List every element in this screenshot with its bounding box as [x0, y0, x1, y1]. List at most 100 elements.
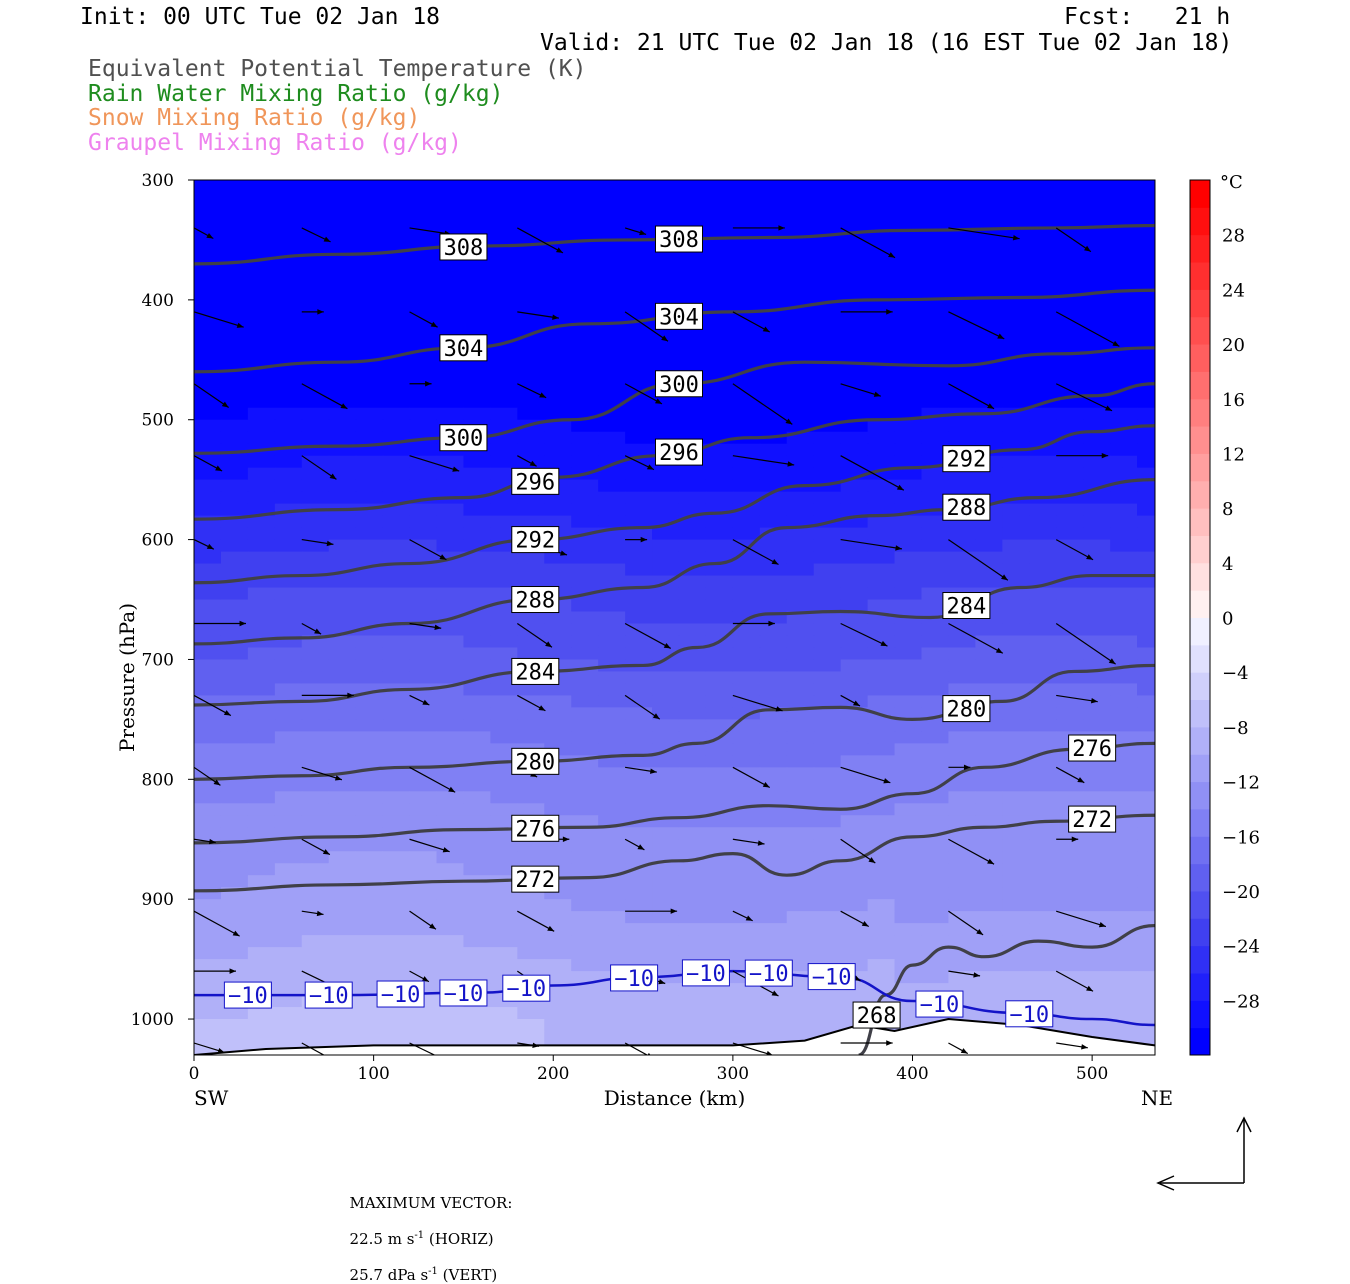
temperature-cell [571, 971, 599, 984]
temperature-cell [759, 587, 788, 601]
wind-vector-head [1105, 405, 1113, 411]
wind-vector-head [886, 309, 893, 315]
temperature-cell [759, 887, 788, 900]
temperature-cell [732, 611, 761, 624]
temperature-cell [705, 215, 734, 229]
valid-time: Valid: 21 UTC Tue 02 Jan 18 (16 EST Tue … [540, 30, 1233, 56]
temperature-cell [894, 803, 922, 816]
isotherm-label: −10 [614, 967, 654, 992]
temperature-cell [975, 263, 1003, 277]
temperature-cell [759, 839, 788, 852]
legend-graupel: Graupel Mixing Ratio (g/kg) [88, 130, 462, 156]
temperature-cell [328, 299, 357, 313]
temperature-cell [625, 947, 653, 960]
temperature-cell [678, 611, 707, 624]
temperature-cell [1029, 803, 1057, 816]
temperature-cell [220, 851, 249, 864]
temperature-cell [220, 959, 249, 972]
temperature-cell [921, 779, 949, 792]
temperature-cell [490, 791, 518, 804]
temperature-cell [571, 419, 599, 433]
temperature-cell [1110, 587, 1138, 601]
temperature-cell [1002, 311, 1030, 325]
temperature-cell [571, 551, 599, 565]
wind-vector-head [452, 466, 460, 472]
temperature-cell [1002, 455, 1030, 469]
temperature-cell [463, 791, 491, 804]
temperature-cell [1083, 611, 1111, 624]
temperature-cell [194, 527, 222, 541]
temperature-cell [1002, 371, 1030, 385]
temperature-cell [1110, 551, 1138, 565]
temperature-cell [813, 899, 842, 912]
temperature-cell [1137, 767, 1155, 780]
temperature-cell [490, 395, 518, 409]
temperature-cell [732, 215, 761, 229]
temperature-cell [571, 767, 599, 780]
wind-vector [732, 455, 795, 466]
temperature-cell [678, 191, 707, 205]
temperature-cell [652, 899, 680, 912]
temperature-cell [625, 371, 653, 385]
colorbar-swatch [1190, 781, 1210, 810]
temperature-cell [786, 635, 815, 648]
temperature-cell [1137, 791, 1155, 804]
temperature-cell [840, 659, 869, 672]
temperature-cell [598, 695, 626, 708]
temperature-cell [409, 407, 437, 421]
temperature-cell [732, 683, 761, 696]
colorbar-swatch [1190, 289, 1210, 318]
temperature-cell [921, 551, 949, 565]
temperature-cell [786, 263, 815, 277]
temperature-cell [813, 791, 842, 804]
temperature-cell [948, 203, 976, 217]
temperature-cell [840, 275, 869, 289]
temperature-cell [678, 1007, 707, 1020]
temperature-cell [571, 431, 599, 445]
temperature-cell [490, 311, 518, 325]
temperature-cell [409, 515, 437, 529]
temperature-cell [840, 935, 869, 948]
wind-vector [948, 383, 995, 410]
theta-e-label: 272 [1072, 808, 1112, 833]
wind-vector-head [1077, 777, 1085, 783]
theta-e-label-box [511, 657, 560, 685]
temperature-cell [948, 791, 976, 804]
temperature-cell [328, 899, 357, 912]
temperature-cell [786, 839, 815, 852]
temperature-cell [274, 311, 303, 325]
plot-frame [193, 179, 1156, 1056]
temperature-cell [274, 335, 303, 349]
temperature-cell [571, 311, 599, 325]
temperature-cell [1137, 983, 1155, 996]
cross-section-chart: 308 3083043043003002962962922922882882842… [115, 171, 1260, 1191]
temperature-cell [840, 443, 869, 457]
temperature-cell [194, 1007, 222, 1020]
wind-vector [301, 1042, 325, 1055]
temperature-cell [598, 719, 626, 732]
temperature-cell [544, 1007, 572, 1020]
temperature-cell [948, 671, 976, 684]
temperature-cell [409, 959, 437, 972]
temperature-cell [194, 347, 222, 361]
temperature-cell [382, 383, 411, 397]
temperature-cell [813, 180, 842, 193]
temperature-cell [274, 215, 303, 229]
temperature-cell [328, 743, 357, 756]
temperature-cell [328, 599, 357, 613]
temperature-cell [274, 671, 303, 684]
temperature-cell [786, 251, 815, 265]
temperature-cell [598, 671, 626, 684]
colorbar-frame [1189, 179, 1211, 1056]
temperature-cell [652, 647, 680, 660]
colorbar-swatch [1190, 180, 1210, 208]
temperature-cell [652, 180, 680, 193]
temperature-cell [705, 180, 734, 193]
temperature-cell [301, 587, 330, 601]
temperature-cell [894, 935, 922, 948]
temperature-cell [759, 323, 788, 337]
temperature-cell [328, 971, 357, 984]
temperature-cell [894, 515, 922, 529]
temperature-cell [894, 899, 922, 912]
temperature-cell [598, 479, 626, 493]
